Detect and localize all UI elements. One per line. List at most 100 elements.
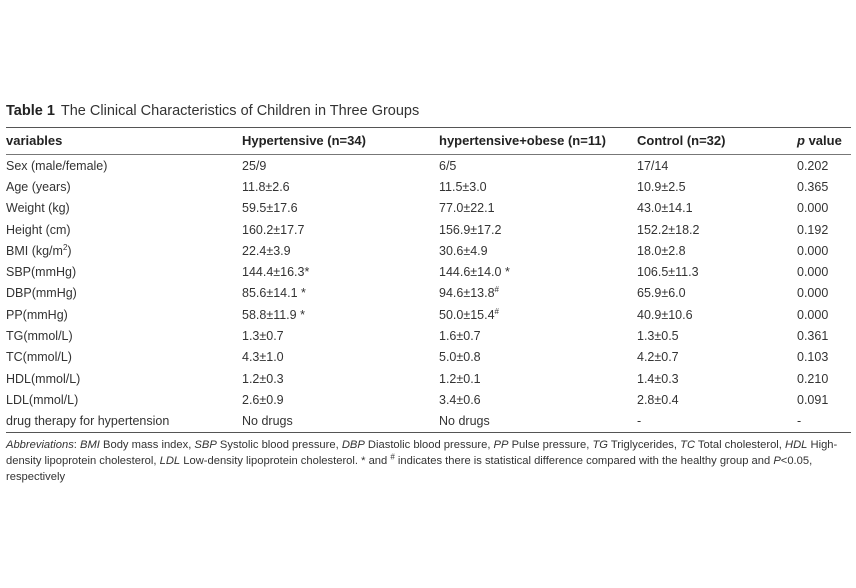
table-row: PP(mmHg) 58.8±11.9 * 50.0±15.4# 40.9±10.6 0.…	[6, 304, 851, 325]
cell: -	[797, 410, 851, 433]
cell: 77.0±22.1	[439, 198, 637, 219]
cell: 6/5	[439, 155, 637, 177]
footnote-segment: Total cholesterol,	[695, 438, 785, 451]
table-row: Height (cm) 160.2±17.7 156.9±17.2 152.2±18.…	[6, 219, 851, 240]
cell-value: 0.000	[797, 307, 829, 322]
footnote-segment: PP	[493, 438, 509, 451]
cell: 5.0±0.8	[439, 347, 637, 368]
footnote-segment: TG	[592, 438, 608, 451]
cell: 18.0±2.8	[637, 240, 797, 261]
cell-value: 0.000	[797, 201, 829, 216]
cell-value: 50.0±15.4	[439, 307, 495, 322]
table-number: Table 1	[6, 103, 55, 119]
header-p-letter: p	[797, 133, 805, 148]
row-variable-text: HDL(mmol/L)	[6, 371, 81, 386]
cell: 1.6±0.7	[439, 325, 637, 346]
row-variable-text: drug therapy for hypertension	[6, 414, 170, 429]
cell-value: 0.192	[797, 222, 829, 237]
footnote-segment: Triglycerides,	[607, 438, 681, 451]
cell-value: -	[797, 414, 802, 429]
cell-value: 0.365	[797, 179, 829, 194]
footnote-segment: High-density lipoprotein cholesterol,	[6, 438, 838, 467]
footnote-segment: TC	[680, 438, 696, 451]
row-variable: TC(mmol/L)	[6, 347, 242, 368]
clinical-characteristics-table: variables Hypertensive (n=34) hypertensi…	[6, 127, 851, 433]
cell-value: 144.6±14.0 *	[439, 265, 510, 280]
row-variable: Weight (kg)	[6, 198, 242, 219]
cell: 40.9±10.6	[637, 304, 797, 325]
footnote-segment: P	[773, 454, 781, 467]
cell-value: 144.4±16.3*	[242, 265, 310, 280]
cell: 85.6±14.1 *	[242, 283, 439, 304]
table-row: SBP(mmHg) 144.4±16.3* 144.6±14.0 * 106.5±11…	[6, 261, 851, 282]
cell: 10.9±2.5	[637, 176, 797, 197]
row-variable-text: Age (years)	[6, 179, 71, 194]
cell: 94.6±13.8#	[439, 283, 637, 304]
cell-value: 40.9±10.6	[637, 307, 693, 322]
cell-value: 2.6±0.9	[242, 392, 284, 407]
table-row: TG(mmol/L) 1.3±0.7 1.6±0.7 1.3±0.5 0.361	[6, 325, 851, 346]
cell-value: 0.210	[797, 371, 829, 386]
cell: 144.4±16.3*	[242, 261, 439, 282]
row-variable: HDL(mmol/L)	[6, 368, 242, 389]
table-title: The Clinical Characteristics of Children…	[60, 103, 420, 119]
cell: 0.361	[797, 325, 851, 346]
cell: 4.3±1.0	[242, 347, 439, 368]
cell: 1.2±0.3	[242, 368, 439, 389]
cell: 0.000	[797, 198, 851, 219]
cell: 25/9	[242, 155, 439, 177]
row-variable-text: DBP(mmHg)	[6, 286, 77, 301]
cell-value: 17/14	[637, 158, 669, 173]
cell-value: 0.361	[797, 329, 829, 344]
cell: No drugs	[439, 410, 637, 433]
header-control: Control (n=32)	[637, 127, 797, 155]
table-row: Weight (kg) 59.5±17.6 77.0±22.1 43.0±14.1 0.…	[6, 198, 851, 219]
cell-value: 10.9±2.5	[637, 179, 686, 194]
cell: 59.5±17.6	[242, 198, 439, 219]
cell: 2.8±0.4	[637, 389, 797, 410]
table-row: LDL(mmol/L) 2.6±0.9 3.4±0.6 2.8±0.4 0.091	[6, 389, 851, 410]
cell-value: 11.8±2.6	[242, 179, 290, 194]
cell: 0.000	[797, 261, 851, 282]
cell: -	[637, 410, 797, 433]
cell: No drugs	[242, 410, 439, 433]
cell-value: 0.103	[797, 350, 829, 365]
cell-value: 1.3±0.7	[242, 329, 284, 344]
cell-value: 4.2±0.7	[637, 350, 679, 365]
header-p-value: p value	[797, 127, 851, 155]
cell: 43.0±14.1	[637, 198, 797, 219]
row-variable-text: Weight (kg)	[6, 201, 70, 216]
footnote-segment: :	[73, 438, 81, 451]
row-variable: drug therapy for hypertension	[6, 410, 242, 433]
cell-value: -	[637, 414, 642, 429]
cell: 144.6±14.0 *	[439, 261, 637, 282]
header-variables: variables	[6, 127, 242, 155]
cell: 0.000	[797, 283, 851, 304]
cell: 50.0±15.4#	[439, 304, 637, 325]
cell-value: 11.5±3.0	[439, 179, 487, 194]
cell-superscript: #	[494, 285, 499, 295]
footnote-segment: DBP	[341, 438, 365, 451]
row-variable: PP(mmHg)	[6, 304, 242, 325]
cell: 0.365	[797, 176, 851, 197]
row-variable: Sex (male/female)	[6, 155, 242, 177]
cell: 156.9±17.2	[439, 219, 637, 240]
footnote-segment: <0.05, respectively	[6, 454, 813, 483]
cell-value: 4.3±1.0	[242, 350, 284, 365]
cell-value: 0.000	[797, 265, 829, 280]
row-variable: Height (cm)	[6, 219, 242, 240]
header-hypertensive-obese: hypertensive+obese (n=11)	[439, 127, 637, 155]
table-body: Sex (male/female) 25/9 6/5 17/14 0.202 Age (y…	[6, 155, 851, 433]
cell-value: No drugs	[439, 414, 490, 429]
footnote-segment: indicates there is statistical differenc…	[394, 454, 774, 467]
cell-value: No drugs	[242, 414, 293, 429]
table-row: DBP(mmHg) 85.6±14.1 * 94.6±13.8# 65.9±6.0 0.…	[6, 283, 851, 304]
row-variable: LDL(mmol/L)	[6, 389, 242, 410]
footnote-segment: SBP	[194, 438, 217, 451]
cell-value: 0.000	[797, 286, 829, 301]
cell: 22.4±3.9	[242, 240, 439, 261]
cell-value: 106.5±11.3	[637, 265, 699, 280]
cell: 17/14	[637, 155, 797, 177]
cell: 1.3±0.7	[242, 325, 439, 346]
footnote-segment: Abbreviations	[6, 438, 74, 451]
